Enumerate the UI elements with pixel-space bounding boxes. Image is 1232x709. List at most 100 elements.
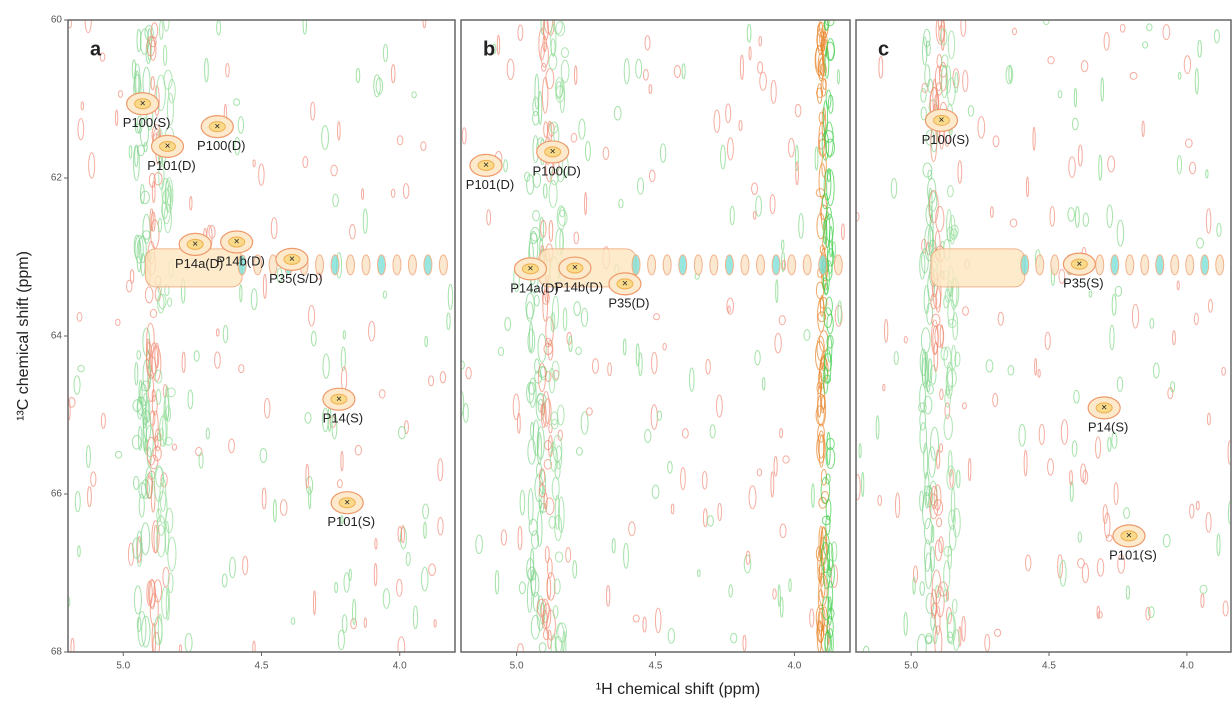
noise	[775, 279, 779, 304]
noise	[136, 239, 142, 273]
noise	[149, 39, 157, 61]
noise	[1060, 419, 1069, 445]
noise	[340, 450, 344, 472]
noise	[1193, 312, 1199, 326]
noise	[770, 471, 775, 498]
noise	[330, 254, 340, 276]
noise	[954, 351, 961, 367]
noise	[153, 616, 163, 645]
noise	[947, 30, 956, 60]
noise	[817, 311, 827, 323]
noise	[803, 329, 811, 341]
noise	[613, 105, 622, 121]
noise	[163, 20, 170, 32]
noise	[739, 54, 744, 80]
noise	[146, 322, 155, 356]
noise	[826, 616, 834, 639]
noise	[933, 341, 939, 372]
noise	[437, 458, 444, 482]
noise	[68, 20, 73, 29]
noise	[1113, 482, 1119, 506]
noise	[924, 64, 931, 88]
peak-marker: ×	[336, 394, 342, 405]
noise	[748, 46, 752, 61]
peak-core	[566, 262, 584, 274]
noise	[146, 580, 153, 607]
noise	[688, 367, 695, 392]
noise	[943, 589, 949, 603]
noise	[1188, 161, 1197, 175]
peak-label: P100(D)	[532, 163, 580, 178]
noise	[554, 551, 564, 563]
peak-marker: ×	[140, 98, 146, 109]
noise	[550, 168, 559, 186]
noise	[802, 254, 812, 276]
peak-label: P35(S/D)	[269, 271, 322, 286]
noise	[928, 191, 938, 212]
noise	[548, 179, 558, 208]
noise	[424, 335, 428, 348]
noise	[1116, 219, 1125, 247]
x-tick-label: 4.5	[649, 661, 663, 672]
noise	[337, 629, 345, 651]
noise	[570, 132, 578, 143]
noise	[321, 125, 329, 150]
noise	[544, 439, 552, 451]
noise	[631, 254, 641, 276]
noise	[824, 48, 830, 79]
noise	[77, 118, 85, 141]
noise	[539, 216, 545, 242]
noise	[820, 39, 829, 58]
noise	[375, 77, 384, 95]
noise	[1058, 268, 1066, 285]
noise	[541, 290, 550, 305]
noise	[407, 254, 417, 276]
noise	[238, 364, 245, 374]
noise	[756, 468, 763, 477]
noise	[402, 183, 410, 199]
noise	[350, 618, 358, 630]
noise	[373, 562, 378, 587]
noise	[447, 283, 454, 310]
noise	[1107, 436, 1112, 452]
noise	[518, 581, 526, 595]
noise	[670, 503, 675, 515]
noise	[363, 617, 368, 629]
peak-marker: ×	[528, 263, 534, 274]
noise	[819, 357, 829, 383]
noise	[1170, 381, 1176, 393]
noise	[822, 556, 831, 590]
noise	[1227, 440, 1231, 465]
noise	[742, 634, 747, 652]
noise	[1184, 138, 1193, 148]
noise	[138, 482, 147, 499]
noise	[746, 23, 752, 43]
noise	[215, 328, 220, 337]
noise	[420, 141, 427, 151]
peak-marker: ×	[483, 160, 489, 171]
noise	[136, 144, 145, 157]
noise	[396, 135, 404, 146]
noise	[405, 551, 411, 567]
noise	[720, 144, 726, 170]
noise	[1077, 531, 1083, 543]
noise	[726, 297, 735, 315]
noise	[568, 335, 573, 353]
peak-core	[228, 236, 246, 248]
noise	[611, 538, 616, 554]
noise	[781, 259, 787, 271]
noise	[1162, 24, 1171, 41]
noise	[308, 304, 316, 327]
noise	[438, 254, 448, 276]
noise	[465, 366, 472, 380]
noise	[126, 279, 133, 293]
noise	[1194, 68, 1199, 95]
noise	[644, 35, 651, 51]
noise	[818, 435, 825, 468]
noise	[526, 381, 535, 404]
peak-marker: ×	[1126, 531, 1132, 542]
noise	[543, 183, 548, 199]
noise	[531, 530, 540, 550]
noise	[221, 573, 228, 588]
noise	[1197, 39, 1202, 58]
